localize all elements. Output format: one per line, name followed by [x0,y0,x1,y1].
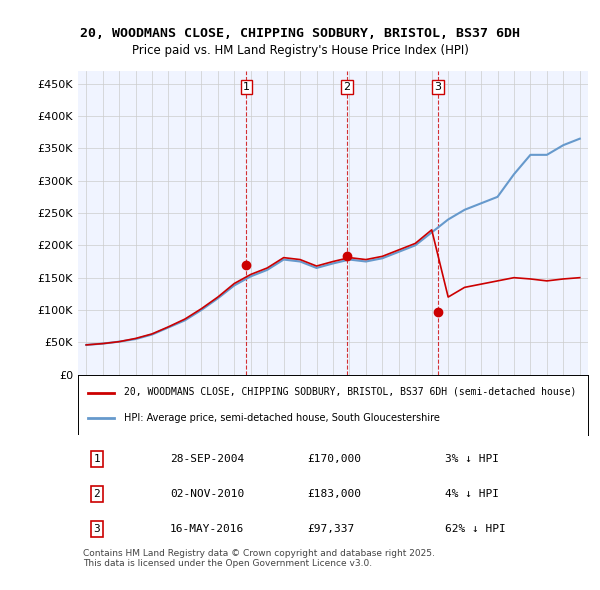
Text: 1: 1 [243,82,250,92]
Text: 1: 1 [94,454,100,464]
Text: 3: 3 [94,524,100,534]
Text: Price paid vs. HM Land Registry's House Price Index (HPI): Price paid vs. HM Land Registry's House … [131,44,469,57]
Text: 62% ↓ HPI: 62% ↓ HPI [445,524,506,534]
Text: 20, WOODMANS CLOSE, CHIPPING SODBURY, BRISTOL, BS37 6DH (semi-detached house): 20, WOODMANS CLOSE, CHIPPING SODBURY, BR… [124,386,576,396]
Text: 20, WOODMANS CLOSE, CHIPPING SODBURY, BRISTOL, BS37 6DH: 20, WOODMANS CLOSE, CHIPPING SODBURY, BR… [80,27,520,40]
Text: HPI: Average price, semi-detached house, South Gloucestershire: HPI: Average price, semi-detached house,… [124,414,440,424]
Text: 28-SEP-2004: 28-SEP-2004 [170,454,244,464]
Text: £170,000: £170,000 [308,454,361,464]
Text: 2: 2 [343,82,350,92]
Text: £183,000: £183,000 [308,489,361,499]
Text: 3: 3 [434,82,441,92]
Text: 16-MAY-2016: 16-MAY-2016 [170,524,244,534]
Text: 02-NOV-2010: 02-NOV-2010 [170,489,244,499]
Text: 4% ↓ HPI: 4% ↓ HPI [445,489,499,499]
Text: Contains HM Land Registry data © Crown copyright and database right 2025.
This d: Contains HM Land Registry data © Crown c… [83,549,435,568]
Text: £97,337: £97,337 [308,524,355,534]
Text: 3% ↓ HPI: 3% ↓ HPI [445,454,499,464]
Text: 2: 2 [94,489,100,499]
